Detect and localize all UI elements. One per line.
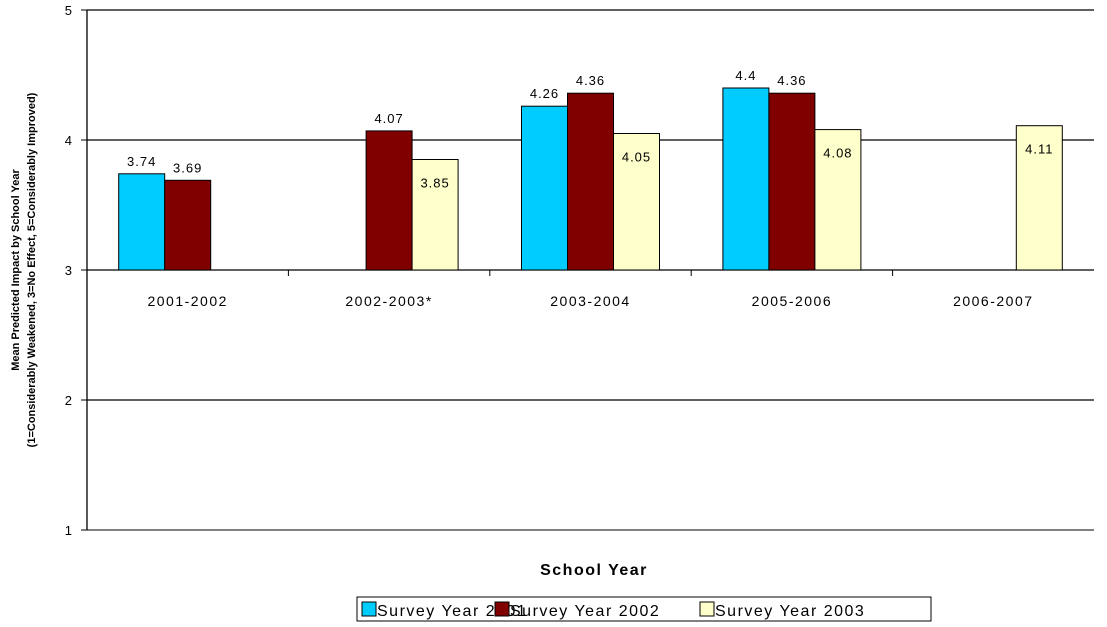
- x-category-label: 2002-2003*: [345, 293, 432, 309]
- bar-survey-year-2003: [411, 159, 459, 271]
- y-tick-label: 1: [65, 523, 72, 538]
- data-label: 4.05: [622, 150, 651, 165]
- bar-survey-year-2002: [768, 92, 816, 271]
- y-axis-title-line1: Mean Predicted Impact by School Year: [10, 169, 22, 371]
- x-category-label: 2005-2006: [752, 293, 832, 309]
- y-tick-label: 3: [65, 263, 72, 278]
- data-label: 4.36: [777, 73, 806, 88]
- axes: 1 2 3 4 5 2001-2002 2002-2003* 2003-2004 2005-20…: [65, 3, 1094, 538]
- x-category-label: 2006-2007: [953, 293, 1033, 309]
- bar-survey-year-2003: [1015, 125, 1063, 271]
- x-category-label: 2001-2002: [147, 293, 227, 309]
- y-axis-title-line2: (1=Considerably Weakened, 3=No Effect, 5…: [26, 92, 38, 447]
- legend-swatch: [361, 601, 377, 617]
- y-tick-label: 2: [65, 393, 72, 408]
- bar-survey-year-2001: [118, 173, 166, 271]
- data-label: 4.26: [530, 86, 559, 101]
- bars: [118, 87, 1063, 271]
- legend-label: Survey Year 2001: [377, 603, 527, 620]
- y-tick-label: 4: [65, 133, 72, 148]
- bar-survey-year-2002: [567, 92, 614, 271]
- legend-swatch: [494, 601, 510, 617]
- x-category-label: 2003-2004: [550, 293, 630, 309]
- data-label: 4.4: [735, 68, 756, 83]
- legend-label: Survey Year 2002: [510, 603, 660, 620]
- bar-survey-year-2001: [521, 105, 568, 271]
- bar-survey-year-2001: [722, 87, 770, 271]
- data-label: 4.36: [576, 73, 605, 88]
- data-label: 4.08: [823, 146, 852, 161]
- data-label: 3.69: [173, 160, 202, 175]
- bar-survey-year-2002: [365, 130, 413, 271]
- data-label: 4.07: [374, 111, 403, 126]
- y-tick-label: 5: [65, 3, 72, 18]
- data-label: 3.74: [127, 154, 156, 169]
- bar-survey-year-2003: [613, 133, 660, 271]
- data-label: 3.85: [420, 176, 449, 191]
- legend-swatch: [699, 601, 715, 617]
- legend-box: [356, 596, 932, 622]
- data-labels: 3.74 3.69 4.07 3.85 4.26 4.36 4.05 4.4 4.36 4.08 4…: [127, 68, 1053, 191]
- x-axis-title: School Year: [540, 562, 648, 579]
- legend-label: Survey Year 2003: [715, 603, 865, 620]
- bar-survey-year-2003: [814, 129, 862, 271]
- data-label: 4.11: [1025, 142, 1053, 157]
- bar-survey-year-2002: [164, 179, 212, 271]
